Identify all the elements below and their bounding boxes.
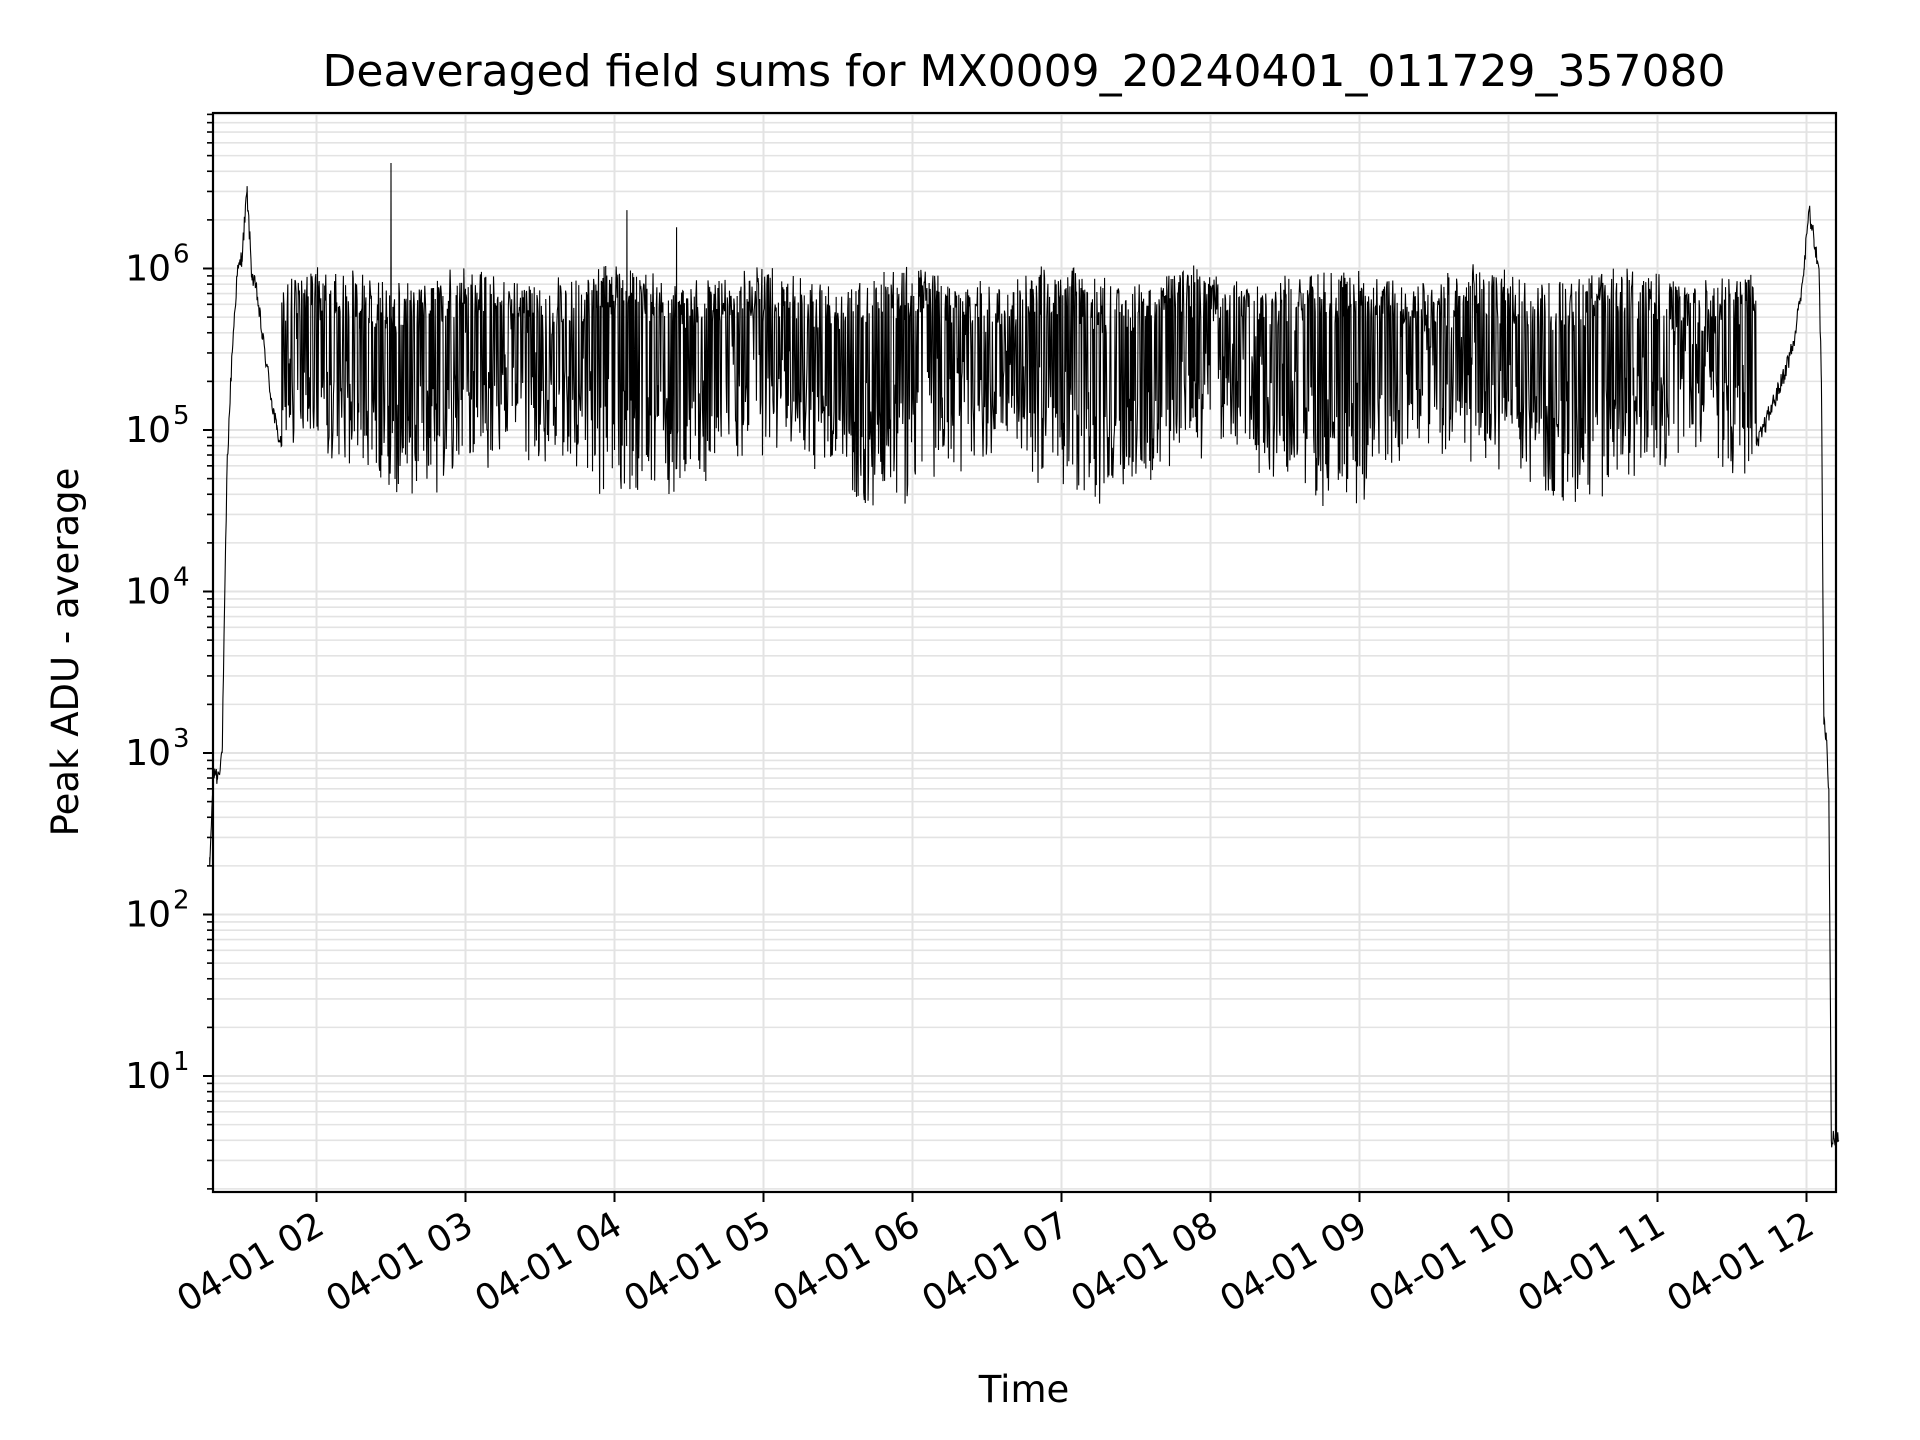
plot-frame xyxy=(211,111,1838,1194)
y-tick-exponent: 6 xyxy=(173,240,190,270)
data-series xyxy=(209,163,1840,1148)
y-tick-label: 10 xyxy=(125,733,171,774)
x-tick-label: 04-01 07 xyxy=(915,1204,1076,1320)
y-tick-exponent: 3 xyxy=(173,724,190,754)
x-tick-label: 04-01 04 xyxy=(468,1204,629,1320)
chart-title: Deaveraged field sums for MX0009_2024040… xyxy=(323,46,1726,97)
x-axis-label: Time xyxy=(978,1368,1070,1411)
y-tick-label: 10 xyxy=(125,410,171,451)
grid xyxy=(213,113,1836,1192)
x-tick-label: 04-01 02 xyxy=(170,1204,331,1320)
x-tick-label: 04-01 11 xyxy=(1511,1204,1672,1320)
y-tick-exponent: 5 xyxy=(173,401,190,431)
y-tick-label: 10 xyxy=(125,895,171,936)
y-tick-exponent: 1 xyxy=(173,1047,190,1077)
x-tick-label: 04-01 03 xyxy=(319,1204,480,1320)
y-tick-label: 10 xyxy=(125,249,171,290)
y-tick-label: 10 xyxy=(125,1056,171,1097)
x-tick-label: 04-01 12 xyxy=(1660,1204,1821,1320)
x-tick-label: 04-01 09 xyxy=(1213,1204,1374,1320)
x-tick-label: 04-01 05 xyxy=(617,1204,778,1320)
x-tick-label: 04-01 06 xyxy=(766,1204,927,1320)
y-tick-label: 10 xyxy=(125,572,171,613)
ticks xyxy=(203,113,1808,1202)
y-axis-label: Peak ADU - average xyxy=(44,468,87,837)
series-line xyxy=(209,163,1840,1148)
x-tick-label: 04-01 08 xyxy=(1064,1204,1225,1320)
x-tick-label: 04-01 10 xyxy=(1362,1204,1523,1320)
y-tick-exponent: 4 xyxy=(173,563,190,593)
y-tick-exponent: 2 xyxy=(173,886,190,916)
